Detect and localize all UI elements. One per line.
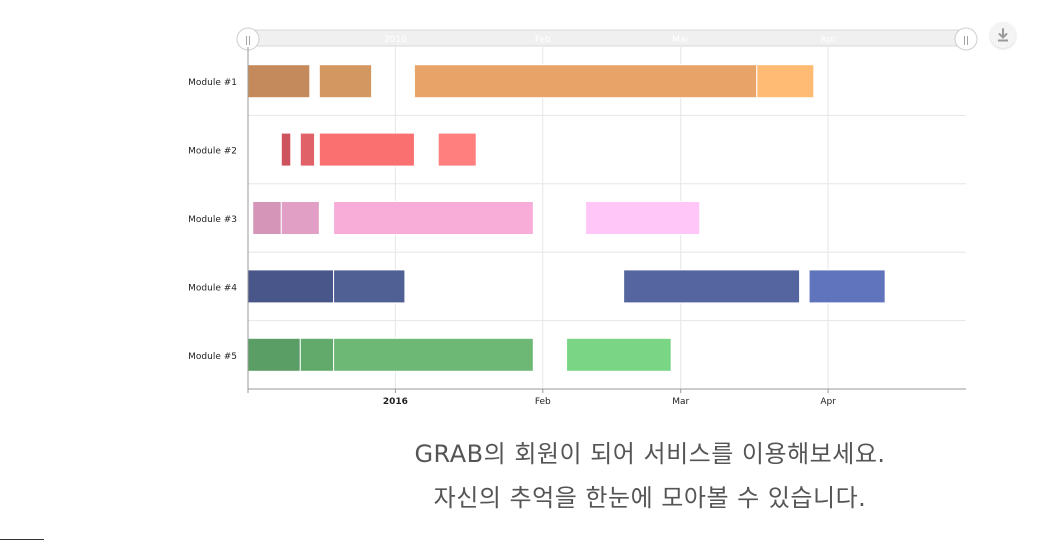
divider [0, 539, 44, 540]
timeline-segment[interactable] [280, 132, 292, 167]
x-tick-label: Apr [820, 397, 836, 407]
timeline-segment[interactable] [566, 337, 672, 372]
navigator-label: Mar [672, 35, 689, 45]
row-label: Module #4 [188, 283, 237, 293]
timeline-segment[interactable] [808, 269, 886, 304]
timeline-segment[interactable] [756, 64, 815, 99]
timeline-segment[interactable] [413, 64, 758, 99]
navigator-right-handle[interactable] [954, 27, 978, 51]
timeline-segment[interactable] [623, 269, 801, 304]
navigator-label: 2016 [384, 35, 407, 45]
timeline-segment[interactable] [280, 201, 320, 235]
navigator-left-handle-grip-icon: || [245, 36, 251, 46]
caption-line-2: 자신의 추억을 한눈에 모아볼 수 있습니다. [433, 484, 867, 512]
caption-line-1: GRAB의 회원이 되어 서비스를 이용해보세요. [414, 440, 886, 468]
timeline-segment[interactable] [318, 64, 373, 99]
navigator-track[interactable] [247, 29, 967, 47]
row-label: Module #2 [188, 147, 237, 157]
x-tick-label: 2016 [383, 397, 408, 407]
navigator-label: Feb [535, 35, 551, 45]
download-icon [998, 28, 1008, 42]
x-tick-label: Feb [535, 397, 551, 407]
timeline-segment[interactable] [437, 132, 477, 167]
row-label: Module #1 [188, 78, 237, 88]
navigator-right-handle-grip-icon: || [963, 36, 969, 46]
row-label: Module #5 [188, 352, 237, 362]
timeline-segment[interactable] [299, 337, 335, 372]
navigator-label: Apr [820, 35, 836, 45]
timeline-segment[interactable] [247, 269, 335, 304]
timeline-segment[interactable] [585, 201, 701, 235]
timeline-segment[interactable] [333, 269, 406, 304]
timeline-segment[interactable] [318, 132, 415, 167]
row-label: Module #3 [188, 215, 237, 225]
timeline-chart: 2016 Feb Mar Apr || || Module #1 Module #2 Modul… [188, 27, 978, 407]
timeline-segment[interactable] [247, 64, 311, 99]
timeline-segment[interactable] [247, 337, 301, 372]
export-button[interactable] [990, 22, 1016, 48]
x-tick-label: Mar [672, 397, 689, 407]
timeline-segment[interactable] [252, 201, 282, 235]
timeline-segment[interactable] [299, 132, 316, 167]
timeline-segment[interactable] [333, 337, 534, 372]
timeline-segment[interactable] [333, 201, 534, 235]
